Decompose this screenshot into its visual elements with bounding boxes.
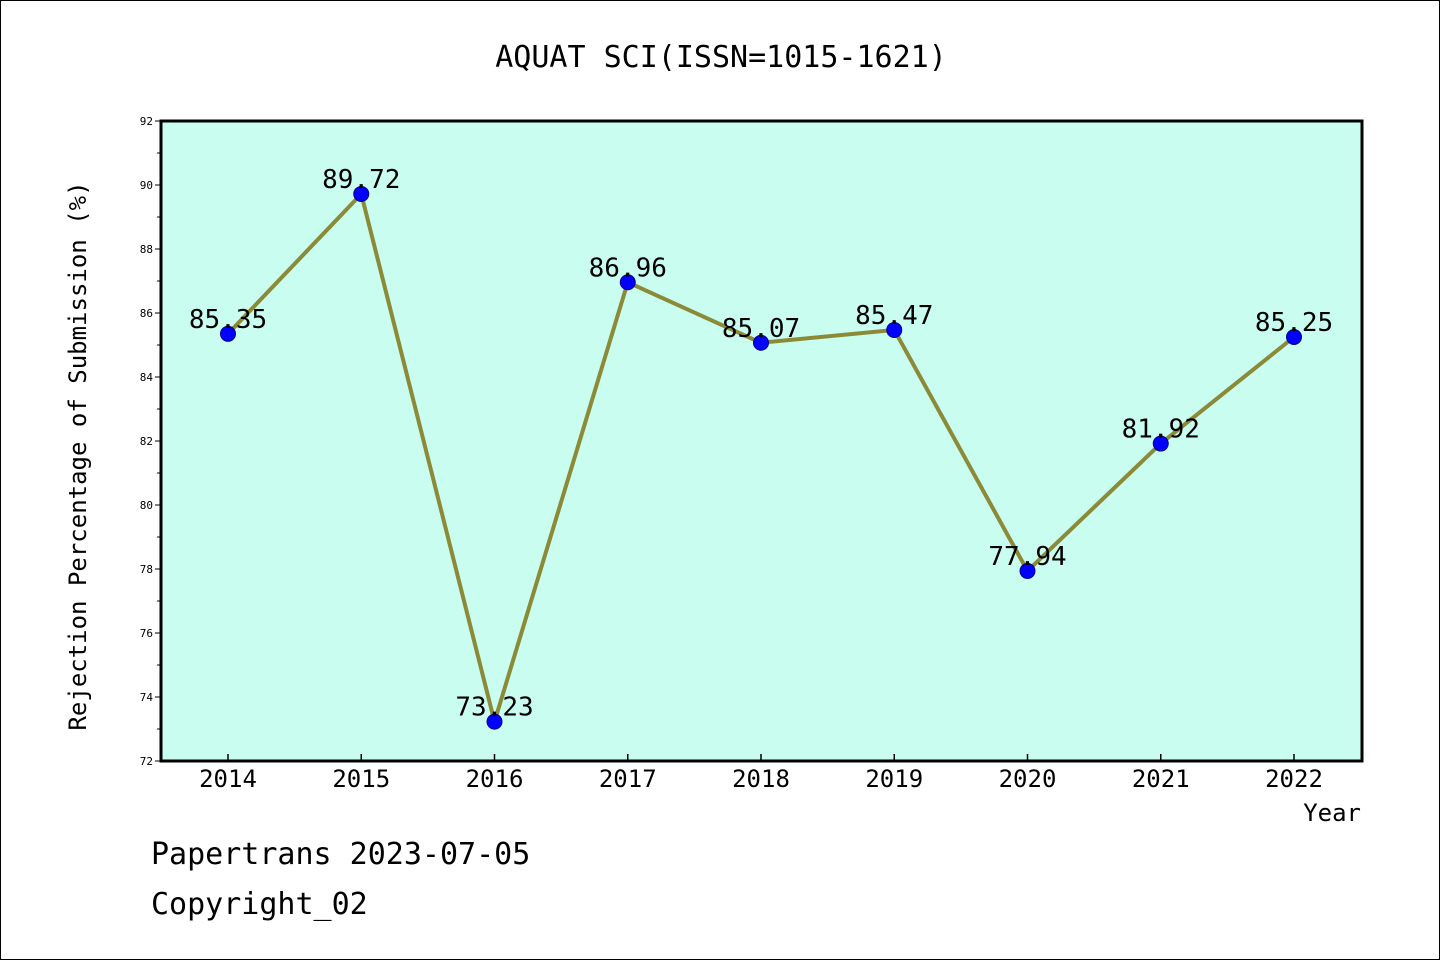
data-point [886,321,903,338]
y-tick-label: 88 [140,243,153,256]
x-tick-label: 2018 [732,765,790,793]
data-label: 85.07 [722,314,800,344]
y-tick-label: 84 [140,371,154,384]
data-label: 77.94 [988,542,1066,572]
x-axis: 2014 2015 2016 2017 2018 2019 2020 2021 2022 [199,754,1323,793]
y-tick-label: 80 [140,499,153,512]
y-axis-label: Rejection Percentage of Submission (%) [64,181,92,730]
x-tick-label: 2014 [199,765,257,793]
x-axis-label: Year [1303,799,1361,827]
data-label: 73.23 [455,693,533,723]
y-tick-label: 72 [140,755,153,768]
series-layer: 85.35 89.72 73.23 86.96 85.07 85.47 77.94 81.92… [189,165,1333,730]
x-tick-label: 2022 [1265,765,1323,793]
data-point [486,713,503,730]
data-point [1286,329,1302,345]
data-point [1152,435,1169,452]
x-tick-label: 2021 [1132,765,1190,793]
y-tick-label: 76 [140,627,153,640]
data-label: 89.72 [322,165,400,195]
y-tick-label: 74 [140,691,154,704]
footer-copyright: Copyright_02 [151,887,368,922]
data-label: 85.47 [855,301,933,331]
data-point [1019,562,1036,579]
y-tick-label: 86 [140,307,153,320]
data-point [619,274,636,291]
data-label: 85.35 [189,305,267,335]
data-point [353,185,370,202]
y-tick-label: 92 [140,115,153,128]
y-axis: 72 74 76 78 80 82 84 86 88 90 92 [140,115,161,768]
footer-date: Papertrans 2023-07-05 [151,837,531,872]
data-point [753,334,769,351]
x-tick-label: 2017 [599,765,657,793]
data-label: 81.92 [1122,415,1200,445]
x-tick-label: 2020 [999,765,1057,793]
y-tick-label: 90 [140,179,153,192]
data-point [220,325,236,342]
x-tick-label: 2015 [332,765,390,793]
x-tick-label: 2019 [865,765,923,793]
y-tick-label: 78 [140,563,153,576]
x-tick-label: 2016 [466,765,524,793]
chart-title: AQUAT SCI(ISSN=1015-1621) [495,40,947,75]
data-label: 85.25 [1255,308,1333,338]
y-tick-label: 82 [140,435,153,448]
data-label: 86.96 [589,253,667,283]
